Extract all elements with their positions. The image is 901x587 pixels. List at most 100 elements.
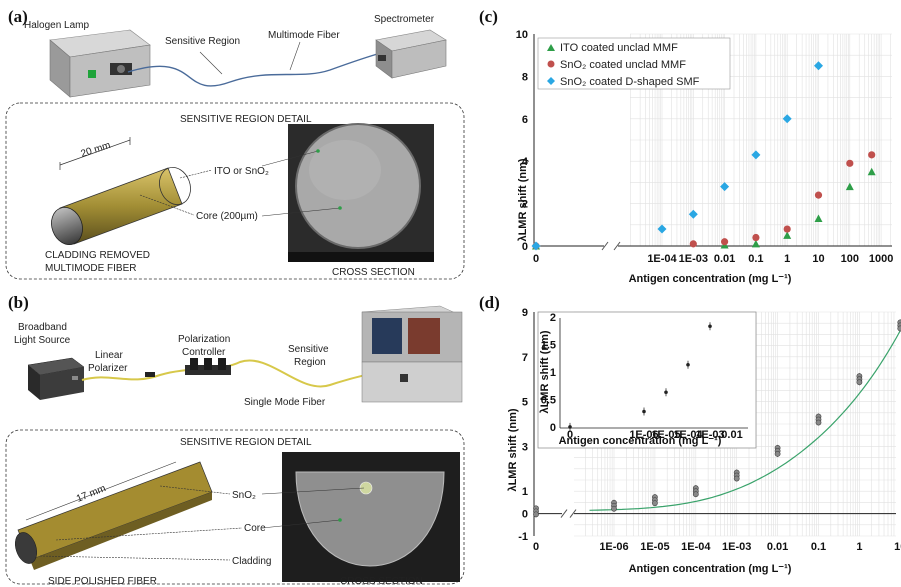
y-tick-label-d: 9 (522, 307, 528, 319)
inset-y-tick-label: 2 (550, 312, 556, 324)
y-tick-label-c: 8 (522, 71, 528, 83)
data-point (856, 379, 863, 386)
core-label-a: Core (200µm) (196, 211, 258, 222)
data-point (533, 511, 539, 518)
broadband-label-1: Broadband (18, 322, 67, 333)
spectrum-analyzer-device (361, 305, 463, 403)
inset-ylabel: λLMR shift (nm) (539, 330, 551, 413)
inset-x-tick-label: 1E-03 (695, 429, 724, 441)
sno2-dshaped-point (814, 61, 823, 71)
cladding-removed-fiber-illustration (51, 137, 191, 245)
sno2-unclad-point (814, 191, 823, 199)
chart-d-marks (533, 319, 901, 518)
x-tick-label-d: 1E-03 (722, 541, 751, 553)
sno2-unclad-point (783, 225, 791, 233)
x-tick-label-d: 1E-05 (640, 541, 669, 553)
detail-title-a: SENSITIVE REGION DETAIL (180, 114, 312, 125)
fit-curve (589, 330, 901, 511)
sno2-dshaped-point (782, 114, 792, 124)
sem-cross-section-b (282, 452, 460, 582)
x-tick-label-d: 0.1 (811, 541, 826, 553)
inset-data-point (642, 409, 646, 414)
inset-marks (568, 322, 712, 431)
inset-y-tick-label: 0 (550, 422, 556, 434)
sno2-dshaped-point (720, 182, 730, 192)
core-label-b: Core (244, 523, 266, 534)
linear-polarizer-device (145, 372, 155, 377)
panel-b-label: (b) (8, 293, 29, 312)
ito-point (751, 239, 760, 248)
y-tick-label-c: 6 (522, 114, 528, 126)
inset-y-tick-label: 1 (550, 367, 556, 379)
sem-cross-section-a (288, 123, 434, 262)
x-tick-label-d: 1 (856, 541, 862, 553)
multimode-fiber-line (127, 49, 405, 87)
panel-c-label: (c) (479, 7, 498, 26)
halogen-lamp-device (49, 29, 151, 98)
sno2-unclad-point (868, 151, 876, 159)
legend-ito-marker (547, 44, 555, 51)
legend-sno2-dshaped-label: SnO₂ coated D-shaped SMF (560, 76, 700, 88)
x-tick-label-c: 0.1 (748, 253, 763, 265)
legend-ito-label: ITO coated unclad MMF (560, 42, 678, 54)
ito-point (845, 182, 854, 191)
sno2-dshaped-point (688, 209, 698, 219)
axis-break-c (613, 241, 621, 251)
axis-break-d (560, 509, 568, 518)
panel-a: (a) Halogen Lamp Sensitive Region Multim… (5, 7, 465, 280)
single-mode-fiber-label: Single Mode Fiber (244, 397, 326, 408)
data-point (692, 491, 699, 498)
spectrometer-label: Spectrometer (374, 14, 435, 25)
y-tick-label-c: 2 (522, 199, 528, 211)
data-point (611, 505, 617, 512)
x-tick-label-d: 10 (894, 541, 901, 553)
chart-c-ylabel: λLMR shift (nm) (517, 158, 529, 241)
polarization-controller-device (185, 358, 231, 375)
y-tick-label-d: 0 (522, 509, 528, 521)
x-tick-label-c: 1 (784, 253, 790, 265)
y-tick-label-c: 0 (522, 241, 528, 253)
chart-d-ylabel: λLMR shift (nm) (507, 408, 519, 491)
inset-data-point (686, 362, 690, 367)
data-point (733, 475, 740, 482)
ito-point (867, 167, 876, 176)
inset-y-tick-label: 0.5 (541, 395, 556, 407)
x-tick-label-d: 0.01 (767, 541, 788, 553)
sensitive-region-detail-box-b (5, 429, 465, 585)
caption-left-a-1: CLADDING REMOVED (45, 250, 150, 261)
data-point (652, 500, 658, 507)
x-tick-label-c: 1000 (869, 253, 893, 265)
inset-data-point (568, 425, 572, 429)
chart-c-xlabel: Antigen concentration (mg L⁻¹) (629, 273, 792, 285)
y-tick-label-d: 7 (522, 352, 528, 364)
y-tick-label-d: 3 (522, 441, 528, 453)
sno2-dshaped-point (531, 241, 541, 251)
caption-right-b: CROSS SECTION (340, 576, 423, 587)
inset-x-tick-label: 1E-04 (673, 429, 703, 441)
linear-polarizer-label-2: Polarizer (88, 363, 128, 374)
detail-title-b: SENSITIVE REGION DETAIL (180, 437, 312, 448)
halogen-lamp-label: Halogen Lamp (24, 20, 89, 31)
y-tick-label-d: -1 (518, 531, 528, 543)
y-tick-label-c: 10 (516, 29, 528, 41)
panel-d-label: (d) (479, 293, 500, 312)
y-tick-label-d: 5 (522, 397, 528, 409)
y-tick-label-d: 1 (522, 486, 528, 498)
x-tick-label-c: 100 (841, 253, 859, 265)
sno2-unclad-point (689, 240, 697, 248)
inset-x-tick-label: 0 (567, 429, 573, 441)
sensitive-region-label: Sensitive Region (165, 36, 240, 47)
axis-break-c (601, 241, 609, 251)
chart-c-legend: ITO coated unclad MMF SnO₂ coated unclad… (537, 37, 731, 90)
cladding-label-b: Cladding (232, 556, 271, 567)
x-tick-label-d: 0 (533, 541, 539, 553)
side-polished-fiber-illustration (14, 461, 213, 570)
linear-polarizer-label-1: Linear (95, 350, 123, 361)
ito-point (814, 214, 823, 222)
sno2-label-b: SnO₂ (232, 490, 256, 501)
